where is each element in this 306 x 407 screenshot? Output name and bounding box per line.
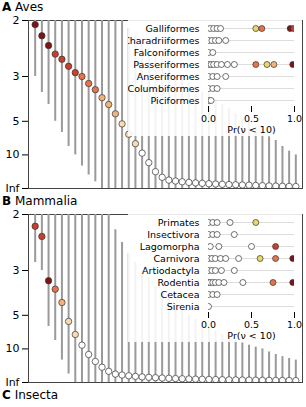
html-text:C Insecta: C Insecta <box>2 388 59 402</box>
svg-text:Inf: Inf <box>5 182 20 194</box>
html-text:A Aves: A Aves <box>2 0 44 14</box>
svg-text:0.5: 0.5 <box>243 113 260 125</box>
svg-text:Falconiformes: Falconiformes <box>134 47 200 58</box>
html-text:B Mammalia: B Mammalia <box>2 194 78 208</box>
svg-text:Piciformes: Piciformes <box>151 95 200 106</box>
svg-text:Pr(ν < 10): Pr(ν < 10) <box>227 124 275 135</box>
svg-text:Galliformes: Galliformes <box>145 23 199 34</box>
svg-text:Columbiformes: Columbiformes <box>128 83 200 94</box>
svg-text:Sirenia: Sirenia <box>167 301 200 312</box>
svg-text:3: 3 <box>13 264 20 277</box>
svg-text:1.0: 1.0 <box>287 113 302 124</box>
svg-text:Insectivora: Insectivora <box>147 229 199 240</box>
svg-text:Pr(ν < 10): Pr(ν < 10) <box>227 330 275 341</box>
svg-text:Carnivora: Carnivora <box>153 253 199 264</box>
svg-text:1.0: 1.0 <box>287 319 302 330</box>
svg-text:0.0: 0.0 <box>201 319 216 330</box>
svg-text:3: 3 <box>13 70 20 83</box>
svg-text:0.0: 0.0 <box>201 113 216 124</box>
svg-text:Primates: Primates <box>158 217 200 228</box>
svg-text:Passeriformes: Passeriformes <box>133 59 199 70</box>
svg-text:Anseriformes: Anseriformes <box>137 71 200 82</box>
svg-text:5: 5 <box>13 115 20 128</box>
svg-text:Cetacea: Cetacea <box>161 289 200 300</box>
svg-text:0.5: 0.5 <box>243 319 260 331</box>
svg-text:Artiodactyla: Artiodactyla <box>142 265 199 276</box>
svg-text:5: 5 <box>13 309 20 322</box>
svg-text:2: 2 <box>13 14 20 27</box>
svg-text:10: 10 <box>6 148 20 161</box>
svg-text:2: 2 <box>13 208 20 221</box>
svg-text:Inf: Inf <box>5 376 20 388</box>
svg-text:10: 10 <box>6 342 20 355</box>
svg-text:Rodentia: Rodentia <box>157 277 199 288</box>
svg-text:Charadriiformes: Charadriiformes <box>128 35 200 46</box>
svg-text:Lagomorpha: Lagomorpha <box>140 241 200 252</box>
